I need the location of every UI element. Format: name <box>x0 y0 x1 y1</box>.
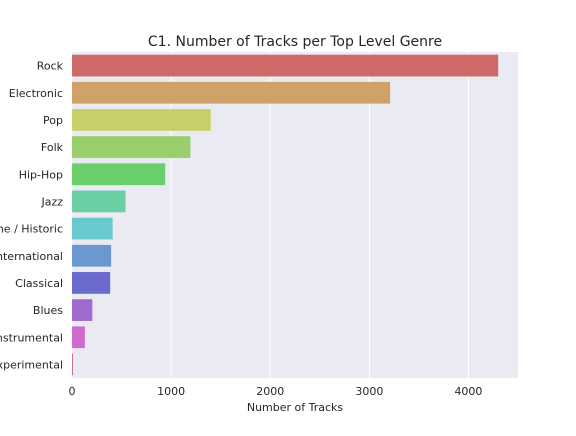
y-tick-label: Hip-Hop <box>19 168 63 181</box>
bar-international <box>72 244 112 267</box>
y-tick-label: Instrumental <box>0 331 63 344</box>
chart-title: C1. Number of Tracks per Top Level Genre <box>148 34 442 50</box>
y-tick-labels: Rock Electronic Pop Folk Hip-Hop Jazz ime / Hi… <box>0 60 64 372</box>
bar-experimental <box>72 353 73 376</box>
y-tick-label: Experimental <box>0 358 63 371</box>
y-tick-label: Electronic <box>9 87 63 100</box>
x-tick-label: 1000 <box>157 385 185 398</box>
bar-folk <box>72 136 191 158</box>
bar-old-time-historic <box>72 217 113 240</box>
x-axis-title: Number of Tracks <box>247 401 344 414</box>
x-tick-label: 0 <box>69 385 76 398</box>
y-tick-label: Pop <box>43 114 63 127</box>
y-tick-label: Folk <box>41 141 64 154</box>
y-tick-label: Blues <box>33 304 63 317</box>
bars <box>72 54 499 376</box>
bar-classical <box>72 272 111 294</box>
bar-blues <box>72 299 93 321</box>
bar-jazz <box>72 190 126 213</box>
y-tick-label: Jazz <box>40 195 63 208</box>
bar-pop <box>72 109 211 131</box>
y-tick-label: International <box>0 250 63 263</box>
bar-hip-hop <box>72 163 166 186</box>
bar-electronic <box>72 81 391 104</box>
y-tick-label: ime / Historic <box>0 223 63 236</box>
x-tick-label: 4000 <box>454 385 482 398</box>
x-tick-labels: 0 1000 2000 3000 4000 <box>69 385 483 398</box>
bar-instrumental <box>72 326 85 349</box>
bar-rock <box>72 54 499 77</box>
y-tick-label: Classical <box>15 277 63 290</box>
x-tick-label: 3000 <box>355 385 383 398</box>
gridlines <box>71 52 469 378</box>
plot-background <box>72 52 518 378</box>
y-tick-label: Rock <box>37 60 64 73</box>
x-tick-label: 2000 <box>256 385 284 398</box>
